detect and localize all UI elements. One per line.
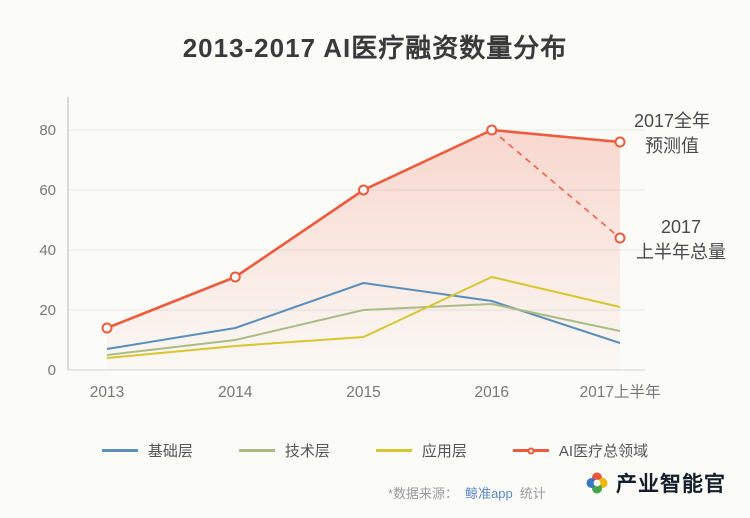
x-tick-label: 2014 (218, 384, 253, 401)
legend-swatch-application-layer (375, 449, 412, 452)
legend-item-foundation-layer: 基础层 (101, 440, 193, 461)
series-marker-icon (229, 271, 241, 283)
legend: 基础层 技术层 应用层 AI医疗总领域 (0, 440, 750, 461)
line-chart: 0 20 40 60 80 2013 2014 2015 2016 2017上半年 2017全年预测… (39, 97, 726, 401)
area-fill (107, 130, 620, 370)
x-tick-label: 2016 (475, 384, 509, 401)
legend-swatch-technology-layer (238, 449, 275, 452)
legend-label: 应用层 (421, 443, 467, 460)
legend-item-ai-medical-total: AI医疗总领域 (512, 440, 649, 461)
annotation-forecast: 2017全年 (634, 111, 710, 131)
legend-label: 基础层 (147, 443, 193, 460)
x-tick-label: 2013 (90, 384, 124, 401)
series-marker-icon (101, 322, 113, 334)
source-app-name: 鲸准app (465, 486, 513, 501)
legend-label: AI医疗总领域 (558, 443, 649, 460)
legend-swatch-ai-medical-total (512, 447, 549, 454)
legend-label: 技术层 (284, 443, 330, 460)
annotation-half_year_total: 上半年总量 (636, 242, 726, 262)
y-tick-label: 80 (39, 122, 56, 139)
y-tick-label: 20 (39, 302, 56, 319)
source-prefix: *数据来源： (388, 486, 459, 501)
legend-item-application-layer: 应用层 (375, 440, 467, 461)
annotation-half_year_total: 2017 (661, 217, 701, 237)
projection-line (491, 129, 621, 239)
y-tick-label: 0 (48, 362, 56, 379)
series-marker-icon (486, 124, 498, 136)
series-marker-icon (358, 184, 369, 196)
annotation-forecast: 预测值 (645, 136, 699, 156)
watermark: 产业智能官 (585, 468, 726, 498)
chart-title: 2013-2017 AI医疗融资数量分布 (182, 33, 568, 63)
x-tick-label: 2017上半年 (580, 383, 661, 401)
legend-item-technology-layer: 技术层 (238, 440, 330, 461)
series-line (106, 276, 621, 359)
series-line (106, 282, 621, 350)
series-marker-icon (614, 232, 626, 244)
y-tick-label: 40 (39, 242, 56, 259)
y-tick-label: 60 (39, 182, 56, 199)
series-line (106, 303, 621, 356)
legend-swatch-foundation-layer (101, 449, 138, 452)
watermark-logo-icon (586, 472, 608, 494)
watermark-text: 产业智能官 (616, 473, 726, 496)
source-note: *数据来源： 鲸准app 统计 (388, 483, 546, 502)
legend-marker-circle-icon (527, 447, 535, 454)
x-tick-label: 2015 (346, 384, 380, 401)
series-marker-icon (614, 136, 626, 148)
source-suffix: 统计 (519, 486, 546, 501)
